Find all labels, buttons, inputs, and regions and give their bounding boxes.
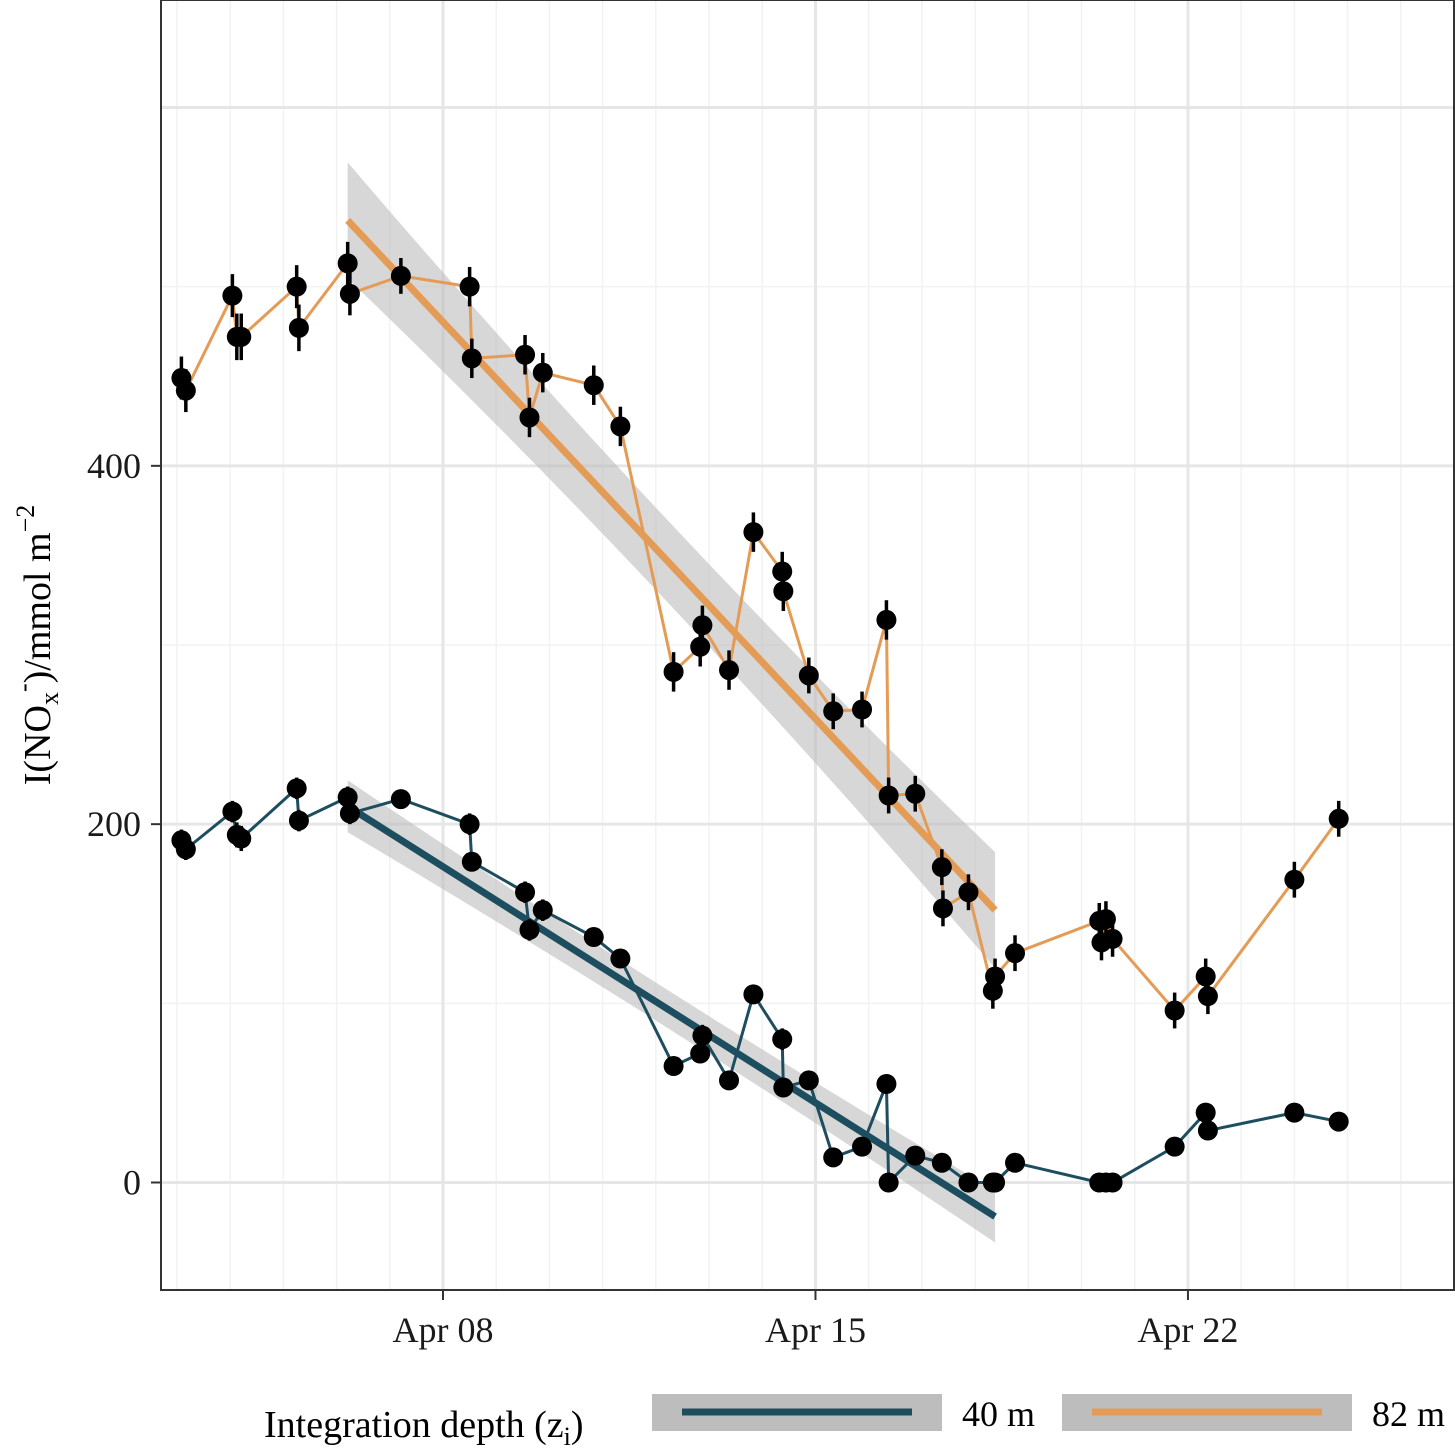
data-point <box>1102 1172 1123 1193</box>
data-point <box>690 636 711 657</box>
data-point <box>772 1029 793 1050</box>
data-point <box>958 882 979 903</box>
data-point <box>459 814 480 835</box>
data-point <box>1005 943 1026 964</box>
data-point <box>931 857 952 878</box>
data-point <box>288 317 309 338</box>
legend: Integration depth (zi) 40 m 82 m <box>264 1394 1445 1451</box>
legend-keys: 40 m 82 m <box>652 1394 1445 1434</box>
data-point <box>663 1056 684 1077</box>
legend-title: Integration depth (zi) <box>264 1404 584 1451</box>
data-point <box>798 665 819 686</box>
data-point <box>583 375 604 396</box>
data-point <box>958 1172 979 1193</box>
data-point <box>461 851 482 872</box>
data-point <box>390 265 411 286</box>
data-points <box>171 241 1349 1193</box>
data-point <box>743 522 764 543</box>
data-point <box>337 787 358 808</box>
data-point <box>337 253 358 274</box>
y-tick-label: 400 <box>87 446 141 486</box>
data-point <box>878 785 899 806</box>
x-tick-label: Apr 15 <box>765 1310 866 1350</box>
data-point <box>583 927 604 948</box>
data-point <box>1102 928 1123 949</box>
data-point <box>286 276 307 297</box>
trend-line <box>345 803 997 1220</box>
data-point <box>852 699 873 720</box>
data-point <box>231 326 252 347</box>
y-axis-title-unit-superscript: −2 <box>11 505 40 533</box>
data-point <box>719 660 740 681</box>
data-point <box>519 919 540 940</box>
x-axis-ticks: Apr 08 Apr 15 Apr 22 <box>393 1290 1238 1350</box>
data-point <box>222 801 243 822</box>
data-point <box>905 1145 926 1166</box>
data-point <box>288 810 309 831</box>
data-point <box>932 898 953 919</box>
data-point <box>610 948 631 969</box>
panel-border <box>160 0 1455 1291</box>
data-point <box>852 1136 873 1157</box>
data-point <box>905 783 926 804</box>
y-tick-label: 0 <box>123 1163 141 1203</box>
data-point <box>985 966 1006 987</box>
legend-entry-label: 40 m <box>962 1394 1035 1434</box>
legend-title-subscript: i <box>564 1422 571 1451</box>
data-point <box>519 407 540 428</box>
data-point <box>692 615 713 636</box>
data-point <box>823 1147 844 1168</box>
data-point <box>532 362 553 383</box>
x-tick-label: Apr 22 <box>1137 1310 1238 1350</box>
data-point <box>1328 808 1349 829</box>
data-point <box>1005 1152 1026 1173</box>
data-point <box>692 1025 713 1046</box>
data-point <box>610 416 631 437</box>
data-point <box>719 1070 740 1091</box>
data-point <box>985 1172 1006 1193</box>
data-point <box>1195 1102 1216 1123</box>
data-point <box>459 276 480 297</box>
data-point <box>1197 1120 1218 1141</box>
data-point <box>931 1152 952 1173</box>
data-point <box>231 828 252 849</box>
data-point <box>798 1070 819 1091</box>
y-axis-title-subscript: x <box>35 692 64 705</box>
y-axis-title-superscript: - <box>9 683 38 692</box>
data-point <box>339 803 360 824</box>
data-point <box>175 839 196 860</box>
data-point <box>876 609 897 630</box>
data-point <box>339 283 360 304</box>
legend-entry-label: 82 m <box>1372 1394 1445 1434</box>
data-point <box>773 1077 794 1098</box>
data-point <box>286 778 307 799</box>
data-point <box>773 581 794 602</box>
data-point <box>1164 1136 1185 1157</box>
data-point <box>1164 1000 1185 1021</box>
data-point <box>876 1073 897 1094</box>
data-point <box>1197 986 1218 1007</box>
data-point <box>743 984 764 1005</box>
data-point <box>663 661 684 682</box>
data-point <box>175 380 196 401</box>
y-axis-title: I(NOx-)/mmol m−2 <box>9 505 64 786</box>
data-point <box>515 882 536 903</box>
data-point <box>515 344 536 365</box>
data-point <box>1195 966 1216 987</box>
data-point <box>461 348 482 369</box>
data-point <box>690 1043 711 1064</box>
y-tick-label: 200 <box>87 804 141 844</box>
data-point <box>1284 1102 1305 1123</box>
y-axis-ticks: 0 200 400 <box>87 446 161 1203</box>
data-point <box>532 900 553 921</box>
data-point <box>1328 1111 1349 1132</box>
data-point <box>878 1172 899 1193</box>
data-point <box>222 285 243 306</box>
x-tick-label: Apr 08 <box>393 1310 494 1350</box>
data-point <box>390 789 411 810</box>
data-point <box>823 701 844 722</box>
data-point <box>1284 869 1305 890</box>
